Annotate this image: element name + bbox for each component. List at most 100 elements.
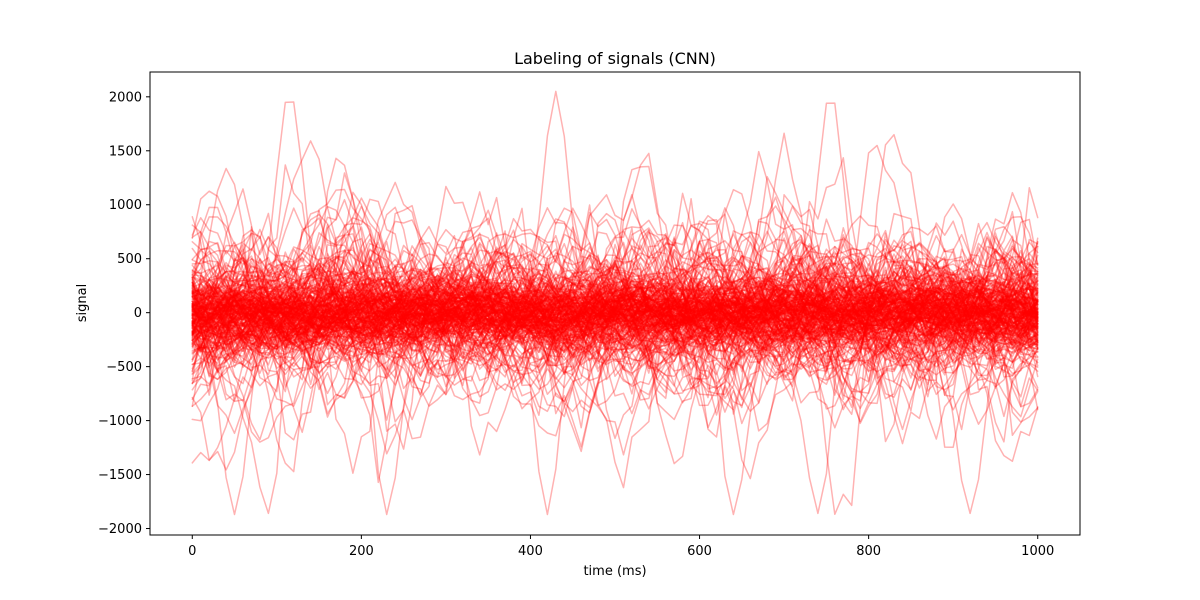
signal-trace (191, 256, 1039, 358)
signal-trace (191, 287, 1039, 344)
signal-trace (191, 288, 1039, 345)
signal-trace (191, 238, 1039, 373)
x-tick-label: 600 (687, 544, 712, 559)
signal-trace (191, 247, 1039, 379)
signal-trace (191, 270, 1039, 362)
signal-trace (191, 246, 1039, 360)
signal-trace (191, 283, 1039, 342)
signal-trace (191, 289, 1039, 335)
signal-trace (191, 269, 1039, 351)
signal-trace (191, 265, 1039, 364)
signal-trace (191, 280, 1039, 515)
signal-trace (191, 228, 1039, 391)
signal-trace (191, 288, 1039, 341)
signal-trace (191, 268, 1039, 356)
signal-trace (191, 278, 1039, 355)
signal-trace (191, 262, 1039, 359)
signal-trace (191, 295, 1039, 340)
x-tick-label: 200 (349, 544, 374, 559)
signal-trace (191, 258, 1039, 382)
signal-trace (191, 207, 1039, 515)
signal-trace (191, 206, 1039, 418)
signal-trace (191, 282, 1039, 346)
y-tick-label: 0 (134, 306, 142, 321)
signal-trace (191, 270, 1039, 352)
signal-trace (191, 294, 1039, 332)
signal-trace (191, 283, 1039, 341)
signal-trace (191, 213, 1039, 440)
signal-trace (191, 278, 1039, 342)
signal-trace (191, 288, 1039, 344)
signal-trace (191, 231, 1039, 390)
signal-trace (191, 217, 1039, 418)
signal-trace (191, 280, 1039, 341)
signal-trace (191, 197, 1039, 435)
signal-trace (191, 238, 1039, 379)
signal-trace (191, 197, 1039, 416)
signal-trace (191, 90, 1039, 347)
signal-trace (191, 274, 1039, 338)
signal-trace (191, 276, 1039, 347)
signal-trace (191, 188, 1039, 480)
signal-trace (191, 239, 1039, 385)
signal-trace (191, 268, 1039, 356)
signal-trace (191, 295, 1039, 331)
signal-trace (191, 282, 1039, 341)
signal-trace (191, 266, 1039, 359)
signal-trace (191, 268, 1039, 355)
signal-trace (191, 207, 1039, 443)
signal-trace (191, 295, 1039, 336)
signal-trace (191, 190, 1039, 455)
signal-trace (191, 286, 1039, 339)
signal-trace (191, 249, 1039, 377)
signal-trace (191, 249, 1039, 368)
signal-trace (191, 245, 1039, 384)
signal-trace (191, 225, 1039, 397)
signal-trace (191, 181, 1039, 441)
signal-trace (191, 259, 1039, 377)
signal-trace (191, 253, 1039, 366)
signal-trace (191, 286, 1039, 336)
signal-trace (191, 296, 1039, 328)
y-tick-label: −500 (106, 360, 142, 375)
signal-trace (191, 247, 1039, 387)
signal-trace (191, 289, 1039, 338)
signal-trace (191, 283, 1039, 342)
signal-trace (191, 290, 1039, 335)
signal-trace (191, 296, 1039, 331)
signal-trace (191, 273, 1039, 356)
signal-trace (191, 248, 1039, 351)
signal-trace (191, 262, 1039, 372)
y-tick-label: −1000 (98, 414, 142, 429)
signal-trace (191, 272, 1039, 365)
signal-trace (191, 254, 1039, 390)
y-tick-label: 500 (117, 252, 142, 267)
signal-trace (191, 255, 1039, 356)
signal-trace (191, 288, 1039, 345)
signal-trace (191, 283, 1039, 345)
signal-trace (191, 187, 1039, 404)
signal-trace (191, 208, 1039, 397)
signal-trace (191, 283, 1039, 337)
signal-trace (191, 287, 1039, 340)
signal-trace (191, 278, 1039, 363)
signal-trace (191, 271, 1039, 355)
signal-trace (191, 234, 1039, 374)
signal-trace (191, 276, 1039, 348)
signal-trace (191, 225, 1039, 378)
signal-trace (191, 255, 1039, 380)
signal-trace (191, 192, 1039, 423)
signal-trace (191, 243, 1039, 380)
signal-trace (191, 221, 1039, 429)
signal-trace (191, 232, 1039, 374)
signal-trace (191, 191, 1039, 421)
signal-trace (191, 278, 1039, 345)
x-tick-label: 800 (856, 544, 881, 559)
signal-trace (191, 230, 1039, 383)
x-axis-label: time (ms) (583, 564, 646, 579)
signal-trace (191, 273, 1039, 356)
y-axis: 2000 1500 1000 500 0 −500 −1000 −1500 −2000 (98, 90, 150, 537)
signal-traces (191, 90, 1039, 516)
signal-trace (191, 244, 1039, 402)
signal-trace (191, 176, 1039, 440)
